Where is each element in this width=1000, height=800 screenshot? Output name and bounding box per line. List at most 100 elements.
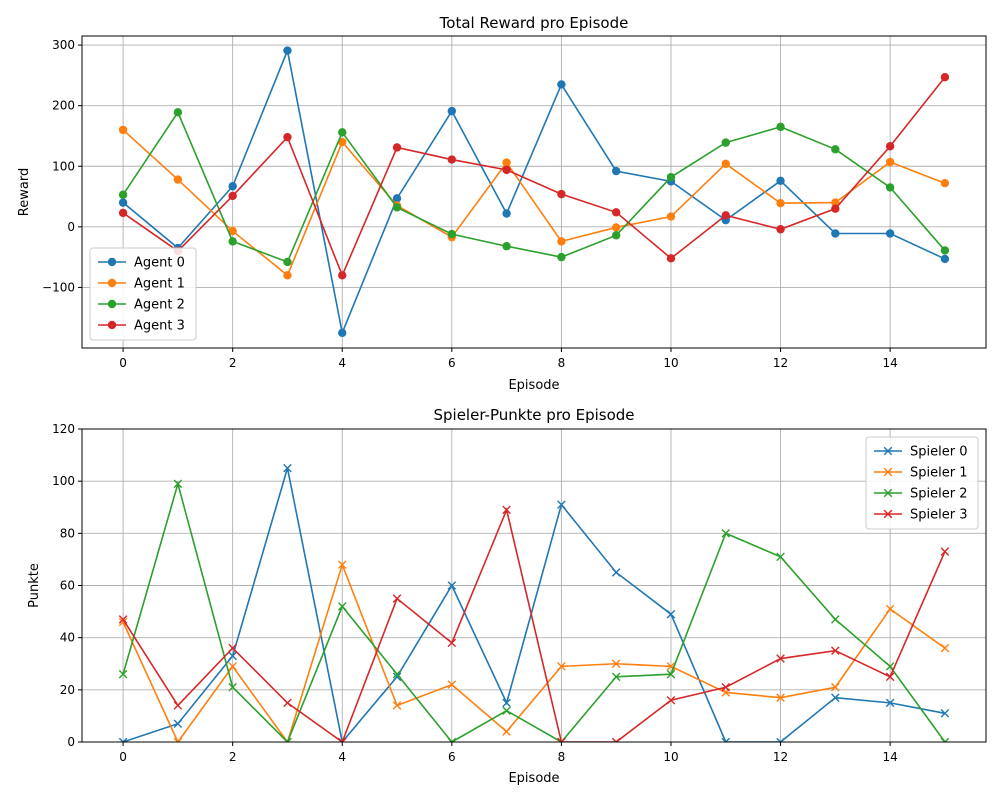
y-axis-label: Reward (17, 168, 32, 216)
legend-marker (107, 299, 117, 309)
plot-frame (81, 35, 987, 349)
points-chart: 0 2 4 6 8 10 12 14 0 20 40 60 80 100 120 Spieler-Punkte… (27, 406, 987, 786)
data-point (831, 198, 840, 207)
data-point (557, 252, 566, 262)
legend-label: Agent 2 (134, 298, 185, 313)
data-point (611, 231, 621, 240)
data-point (831, 145, 840, 154)
data-point (885, 604, 895, 614)
legend-label: Agent 3 (134, 319, 185, 334)
data-point (118, 190, 128, 199)
data-point (666, 254, 676, 263)
x-axis-label: Episode (508, 771, 559, 786)
data-point (776, 225, 785, 234)
legend-box (89, 247, 197, 341)
data-point (940, 246, 950, 255)
x-tick-label: 14 (882, 356, 897, 370)
data-point (392, 594, 402, 603)
legend-item: Agent 2 (98, 298, 185, 313)
data-point (721, 159, 730, 169)
data-point (940, 72, 950, 82)
legend-item: Agent 3 (98, 319, 185, 334)
data-point (885, 157, 895, 167)
data-point (392, 194, 402, 203)
legend-marker (107, 320, 117, 330)
data-point (557, 500, 566, 509)
y-tick-label: 60 (60, 579, 75, 593)
data-point (557, 189, 566, 199)
legend-label: Spieler 1 (910, 466, 967, 481)
data-point (885, 672, 895, 682)
y-tick-label: 80 (60, 526, 75, 540)
series-line (122, 76, 946, 278)
legend-item: Agent 0 (98, 256, 185, 271)
chart-title: Total Reward pro Episode (439, 14, 629, 32)
y-tick-label: 20 (60, 683, 75, 697)
data-point (447, 155, 457, 164)
data-point (831, 204, 840, 213)
data-point (611, 166, 621, 176)
series-0 (118, 46, 950, 338)
legend-label: Spieler 0 (910, 445, 967, 460)
y-tick-label: 200 (52, 99, 75, 113)
series-1 (118, 560, 950, 742)
data-point (118, 198, 128, 207)
data-point (940, 547, 950, 556)
data-point (831, 693, 840, 702)
data-point (776, 693, 785, 702)
data-point (173, 701, 183, 710)
x-tick-label: 8 (558, 356, 566, 370)
data-point (173, 479, 183, 489)
data-point (173, 737, 183, 742)
series-2 (118, 108, 950, 267)
data-point (502, 242, 511, 251)
data-point (502, 158, 511, 167)
data-point (392, 672, 402, 682)
data-point (776, 654, 785, 663)
legend-label: Agent 0 (134, 256, 185, 271)
data-point (118, 208, 128, 218)
legend-item: Spieler 2 (874, 487, 967, 502)
x-tick-label: 10 (663, 750, 678, 764)
x-tick-label: 12 (773, 356, 788, 370)
data-point (885, 698, 895, 708)
data-point (831, 646, 840, 656)
data-point (228, 651, 237, 661)
legend-box (865, 436, 979, 530)
x-tick-label: 4 (338, 356, 346, 370)
data-point (611, 659, 621, 669)
data-point (776, 176, 785, 185)
legend-marker (107, 278, 117, 288)
data-point (885, 229, 895, 238)
data-point (721, 682, 731, 692)
series-line (122, 467, 946, 742)
data-point (940, 254, 950, 264)
y-tick-label: 40 (60, 631, 75, 645)
legend-marker (883, 509, 893, 519)
grid (82, 428, 986, 743)
legend-marker (883, 446, 893, 456)
legend-label: Spieler 2 (910, 487, 967, 502)
data-point (118, 615, 128, 624)
data-point (283, 737, 292, 742)
series-2 (118, 479, 950, 742)
x-tick-label: 14 (882, 750, 897, 764)
data-point (228, 237, 237, 246)
data-point (337, 560, 347, 569)
data-point (721, 138, 730, 147)
x-tick-label: 12 (773, 750, 788, 764)
data-point (557, 737, 566, 742)
data-point (885, 183, 895, 192)
x-tick-label: 6 (448, 356, 456, 370)
x-tick-label: 2 (229, 356, 237, 370)
data-point (337, 737, 347, 742)
data-point (118, 125, 128, 135)
data-point (776, 199, 785, 208)
chart-title: Spieler-Punkte pro Episode (433, 406, 634, 424)
data-point (611, 672, 621, 682)
data-point (228, 643, 237, 653)
legend-marker (107, 257, 117, 267)
data-point (776, 737, 785, 742)
data-point (831, 229, 840, 238)
data-point (721, 211, 730, 220)
